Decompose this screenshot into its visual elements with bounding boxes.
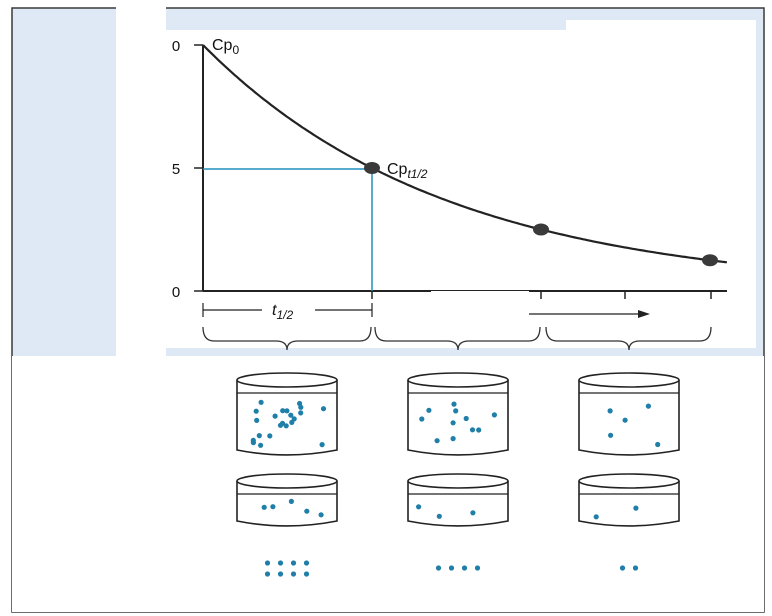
y-tick-label: 0 bbox=[172, 284, 180, 301]
drug-particle bbox=[283, 423, 289, 429]
drug-particle bbox=[258, 399, 264, 405]
drug-particle bbox=[280, 408, 286, 414]
drug-particle bbox=[284, 408, 290, 414]
mask-row-label-3 bbox=[20, 529, 223, 612]
interval-brace-1 bbox=[202, 326, 372, 351]
drug-particle bbox=[450, 420, 456, 426]
loose-dot-groups bbox=[264, 560, 639, 577]
eliminated-particle bbox=[448, 565, 455, 571]
cp0-label: Cp0 bbox=[212, 37, 239, 57]
drug-particle bbox=[607, 408, 613, 414]
drug-particle bbox=[419, 416, 425, 422]
container-body bbox=[578, 481, 680, 527]
interval-label: t1/2 bbox=[272, 302, 293, 322]
drug-particle bbox=[272, 413, 278, 419]
eliminated-particle bbox=[290, 571, 297, 577]
drug-particle bbox=[253, 408, 259, 414]
cp-half-label: Cpt1/2 bbox=[387, 161, 428, 181]
container-rim bbox=[236, 372, 338, 388]
data-point bbox=[364, 162, 380, 174]
drug-particle bbox=[288, 412, 294, 418]
drug-particle bbox=[256, 433, 262, 439]
container-body bbox=[407, 380, 509, 456]
y-tick-label: 5 bbox=[172, 161, 180, 178]
drug-particle bbox=[451, 401, 457, 407]
drug-particle bbox=[277, 422, 284, 428]
drug-particle bbox=[320, 406, 327, 412]
eliminated-particle bbox=[277, 571, 284, 577]
eliminated-particle bbox=[277, 560, 284, 566]
drug-particle bbox=[593, 514, 599, 520]
drug-particle bbox=[426, 407, 432, 413]
container-rim bbox=[407, 372, 509, 388]
decay-curve bbox=[202, 44, 728, 264]
small-containers bbox=[236, 473, 680, 527]
drug-particle bbox=[655, 441, 661, 448]
interval-brace-2 bbox=[374, 326, 541, 351]
drug-particle bbox=[633, 505, 639, 511]
eliminated-particle bbox=[264, 571, 271, 577]
drug-particle bbox=[436, 513, 442, 519]
drug-particle bbox=[450, 436, 456, 442]
drug-particle bbox=[453, 408, 459, 414]
eliminated-particle bbox=[303, 571, 310, 577]
drug-particle bbox=[319, 442, 325, 448]
container-body bbox=[236, 481, 338, 527]
container-body bbox=[236, 380, 338, 456]
drug-particle bbox=[470, 510, 476, 516]
eliminated-particle bbox=[619, 565, 626, 571]
drug-particle bbox=[463, 415, 469, 422]
data-point bbox=[702, 254, 718, 267]
eliminated-particle bbox=[632, 565, 639, 571]
container-rim bbox=[578, 473, 680, 489]
drug-particle bbox=[298, 404, 304, 410]
drug-particle bbox=[289, 419, 295, 425]
drug-particle bbox=[304, 508, 310, 514]
eliminated-particle bbox=[474, 565, 481, 571]
drug-particle bbox=[645, 403, 652, 409]
mask-row-label-2 bbox=[41, 458, 168, 519]
drug-particle bbox=[261, 504, 267, 510]
drug-particle bbox=[469, 427, 476, 433]
drug-particle bbox=[416, 504, 422, 510]
drug-particle bbox=[298, 410, 304, 416]
drug-particle bbox=[622, 417, 628, 423]
mask-row-label-1 bbox=[31, 382, 203, 441]
y-tick-label: 0 bbox=[172, 38, 180, 55]
drug-particle bbox=[270, 504, 276, 510]
drug-particle bbox=[258, 442, 264, 448]
mask-left-column bbox=[116, 0, 166, 358]
drug-particle bbox=[267, 433, 273, 439]
container-body bbox=[407, 481, 509, 527]
time-arrow-head bbox=[638, 310, 650, 318]
drug-particle bbox=[476, 427, 482, 433]
eliminated-particle bbox=[303, 560, 310, 566]
drug-particle bbox=[491, 412, 497, 418]
drug-particle bbox=[608, 432, 614, 438]
container-rim bbox=[578, 372, 680, 388]
drug-particle bbox=[318, 512, 324, 518]
mask-top-right bbox=[566, 20, 756, 33]
eliminated-particle bbox=[435, 565, 442, 571]
drug-particle bbox=[434, 438, 440, 444]
drug-particle bbox=[254, 417, 260, 423]
large-containers bbox=[236, 372, 680, 456]
data-points bbox=[364, 162, 718, 267]
container-body bbox=[578, 380, 680, 456]
interval-brace-3 bbox=[545, 326, 712, 351]
eliminated-particle bbox=[461, 565, 468, 571]
eliminated-particle bbox=[264, 560, 271, 566]
drug-particle bbox=[288, 498, 294, 504]
drug-particle bbox=[250, 440, 256, 446]
container-rim bbox=[236, 473, 338, 489]
mask-xaxis-label bbox=[431, 291, 529, 329]
eliminated-particle bbox=[290, 560, 297, 566]
container-rim bbox=[407, 473, 509, 489]
data-point bbox=[533, 223, 549, 236]
